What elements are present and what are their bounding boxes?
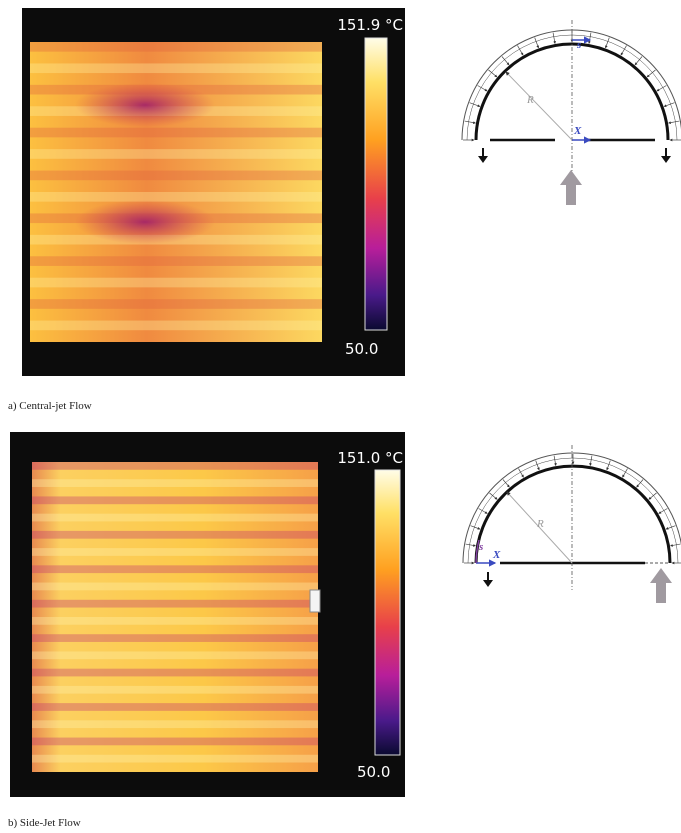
hatch-tick [553, 33, 555, 44]
thermal-image-b: 151.0 °C 50.0 [10, 432, 405, 797]
heat-band [32, 755, 318, 763]
heat-band [30, 299, 322, 309]
hatch-tick [607, 461, 610, 470]
hatch-tick [669, 121, 680, 123]
heat-band [30, 149, 322, 159]
heat-band [32, 548, 318, 556]
heat-band [32, 669, 318, 677]
heat-band [30, 128, 322, 138]
heat-band [32, 496, 318, 504]
heat-band [32, 565, 318, 573]
hatch-tick [590, 456, 592, 466]
heat-band [30, 321, 322, 331]
radius-label: R [526, 94, 534, 106]
min-temp-label: 50.0 [345, 340, 378, 358]
hatch-tick [490, 493, 498, 499]
heat-band [30, 278, 322, 288]
hatch-tick [554, 456, 556, 466]
figure-page: 151.9 °C 50.0 R s X a) Central-jet Flow … [0, 0, 681, 833]
hatch-tick [649, 493, 657, 499]
hatch-tick [471, 526, 480, 529]
heat-band [30, 171, 322, 181]
heat-band [32, 738, 318, 746]
heat-band [30, 192, 322, 202]
heat-band [32, 703, 318, 711]
max-temp-label: 151.9 °C [337, 16, 403, 34]
hatch-tick [518, 46, 524, 56]
max-temp-label: 151.0 °C [337, 449, 403, 467]
thermal-image-a: 151.9 °C 50.0 [22, 8, 405, 376]
x-label: X [492, 549, 501, 561]
heat-band [32, 651, 318, 659]
hatch-tick [621, 46, 627, 56]
heat-band [30, 256, 322, 266]
hatch-tick [666, 526, 675, 529]
hatch-tick [466, 544, 476, 546]
diagram-a: R s X [462, 20, 681, 205]
hatch-tick [478, 86, 488, 92]
hatch-tick [664, 103, 674, 107]
diagram-b: R s X [463, 445, 681, 603]
hatch-tick [670, 544, 680, 546]
heat-band [32, 634, 318, 642]
heat-band [32, 583, 318, 591]
x-label: X [573, 125, 582, 137]
hatch-tick [536, 461, 539, 470]
hatch-tick [637, 480, 643, 488]
heat-band [32, 479, 318, 487]
hatch-tick [657, 86, 667, 92]
caption-a: a) Central-jet Flow [8, 400, 92, 412]
heat-band [32, 686, 318, 694]
radius-label: R [536, 518, 544, 530]
hatch-tick [606, 38, 610, 48]
heat-band [32, 531, 318, 539]
heat-band [32, 617, 318, 625]
s-label: s [576, 39, 581, 51]
heat-band [32, 462, 318, 470]
min-temp-label: 50.0 [357, 763, 390, 781]
s-label: s [478, 541, 483, 553]
heat-band [32, 720, 318, 728]
heat-band [30, 42, 322, 52]
hatch-tick [589, 33, 591, 44]
hatch-tick [465, 121, 476, 123]
hatch-tick [470, 103, 480, 107]
caption-b: b) Side-Jet Flow [8, 817, 81, 829]
heat-band [32, 600, 318, 608]
hatch-tick [503, 480, 509, 488]
heat-band [32, 514, 318, 522]
heat-band [30, 63, 322, 73]
hatch-tick [535, 38, 539, 48]
